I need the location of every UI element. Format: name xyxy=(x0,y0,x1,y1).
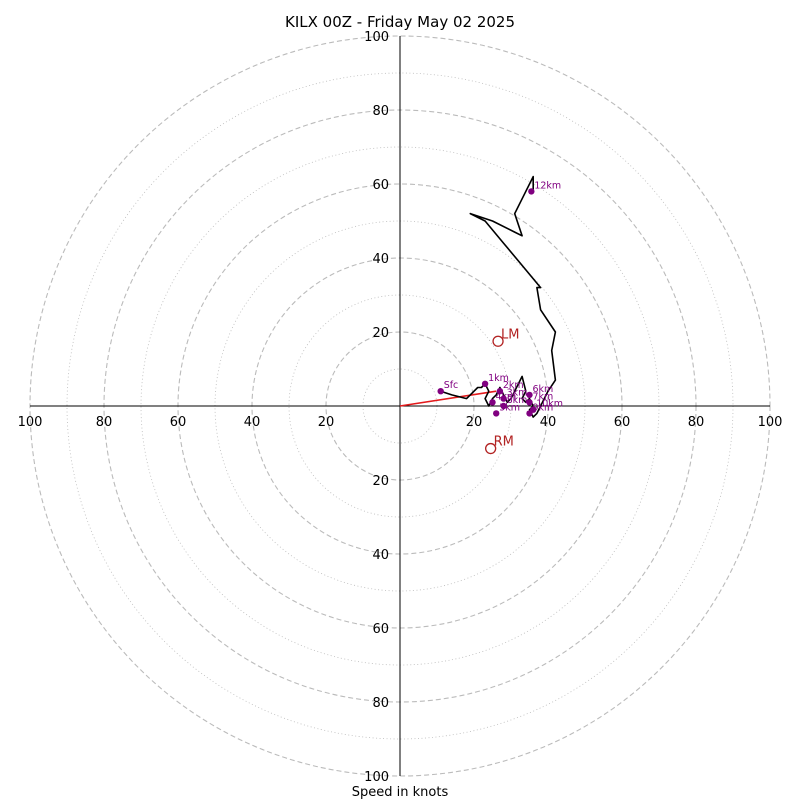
height-marker-dot xyxy=(481,380,489,387)
height-marker-dot xyxy=(500,402,507,410)
x-tick-label: 20 xyxy=(318,415,335,430)
height-marker-label: 8km xyxy=(507,395,528,406)
y-tick-label: 100 xyxy=(364,30,389,45)
height-marker-label: 4km xyxy=(496,391,517,402)
y-tick-label: 80 xyxy=(372,696,389,711)
x-tick-label: 80 xyxy=(688,415,705,430)
y-tick-label: 100 xyxy=(364,770,389,785)
storm-motion-marker: LM xyxy=(492,327,520,347)
y-tick-label: 60 xyxy=(372,178,389,193)
height-marker: 5km xyxy=(493,402,520,417)
hodograph-trace xyxy=(440,175,557,418)
height-marker-dot xyxy=(528,188,535,195)
height-marker-label: 5km xyxy=(499,402,520,413)
height-marker-label: 1km xyxy=(488,373,509,384)
x-axis-label: Speed in knots xyxy=(352,785,449,800)
storm-motion-label: RM xyxy=(494,435,514,450)
chart-title: KILX 00Z - Friday May 02 2025 xyxy=(285,13,515,31)
x-tick-label: 80 xyxy=(96,415,113,430)
height-marker-dot xyxy=(489,399,496,406)
storm-motion-label: LM xyxy=(501,327,519,342)
x-tick-label: 60 xyxy=(614,415,631,430)
x-tick-label: 100 xyxy=(18,415,43,430)
storm-motion-marker: RM xyxy=(484,435,514,455)
height-marker: 7km xyxy=(526,391,554,406)
y-tick-label: 40 xyxy=(372,252,389,267)
height-marker-dot xyxy=(437,388,444,395)
height-marker-dot xyxy=(496,388,504,395)
height-marker-label: 7km xyxy=(533,391,554,402)
storm-motion-circle xyxy=(484,442,497,455)
height-marker-label: 6km xyxy=(533,384,554,395)
storm-motion-circle xyxy=(492,335,504,347)
height-marker-label: 9km xyxy=(533,402,554,413)
height-marker-dot xyxy=(526,399,533,406)
height-marker-dot xyxy=(530,406,537,413)
height-marker: 10km xyxy=(530,399,563,413)
height-marker-dot xyxy=(493,410,500,417)
height-marker-label: Sfc xyxy=(444,380,459,391)
y-tick-label: 60 xyxy=(372,622,389,637)
height-marker: 6km xyxy=(526,384,554,399)
height-marker: 3km xyxy=(500,388,527,402)
height-marker-label: 12km xyxy=(534,180,561,191)
storm-motion-markers: LM RM xyxy=(484,327,520,455)
hodograph-trace-line xyxy=(440,175,557,418)
height-marker: 1km xyxy=(481,373,509,387)
shear-vector xyxy=(399,390,497,407)
height-marker-label: 2km xyxy=(503,380,524,391)
height-marker-dot xyxy=(526,391,533,399)
height-marker: 4km xyxy=(489,391,517,406)
height-marker-dot xyxy=(500,395,507,402)
height-marker: 2km xyxy=(496,380,524,395)
x-tick-label: 20 xyxy=(466,415,483,430)
y-tick-label: 80 xyxy=(372,104,389,119)
height-marker: 12km xyxy=(528,180,561,195)
y-tick-label: 40 xyxy=(372,548,389,563)
x-tick-label: 100 xyxy=(758,415,783,430)
y-tick-label: 20 xyxy=(372,474,389,489)
height-marker-label: 10km xyxy=(536,399,563,410)
height-marker: 8km xyxy=(500,395,528,410)
y-tick-label: 20 xyxy=(372,326,389,341)
x-tick-label: 40 xyxy=(244,415,261,430)
height-marker-label: 3km xyxy=(507,388,528,399)
x-tick-label: 60 xyxy=(170,415,187,430)
shear-vector-line xyxy=(399,390,497,407)
x-tick-label: 40 xyxy=(540,415,557,430)
tick-labels: 20 20 20 20 40 40 40 40 60 60 60 60 80 80 80 80 100 100 10… xyxy=(18,30,783,785)
height-marker: Sfc xyxy=(437,380,459,395)
